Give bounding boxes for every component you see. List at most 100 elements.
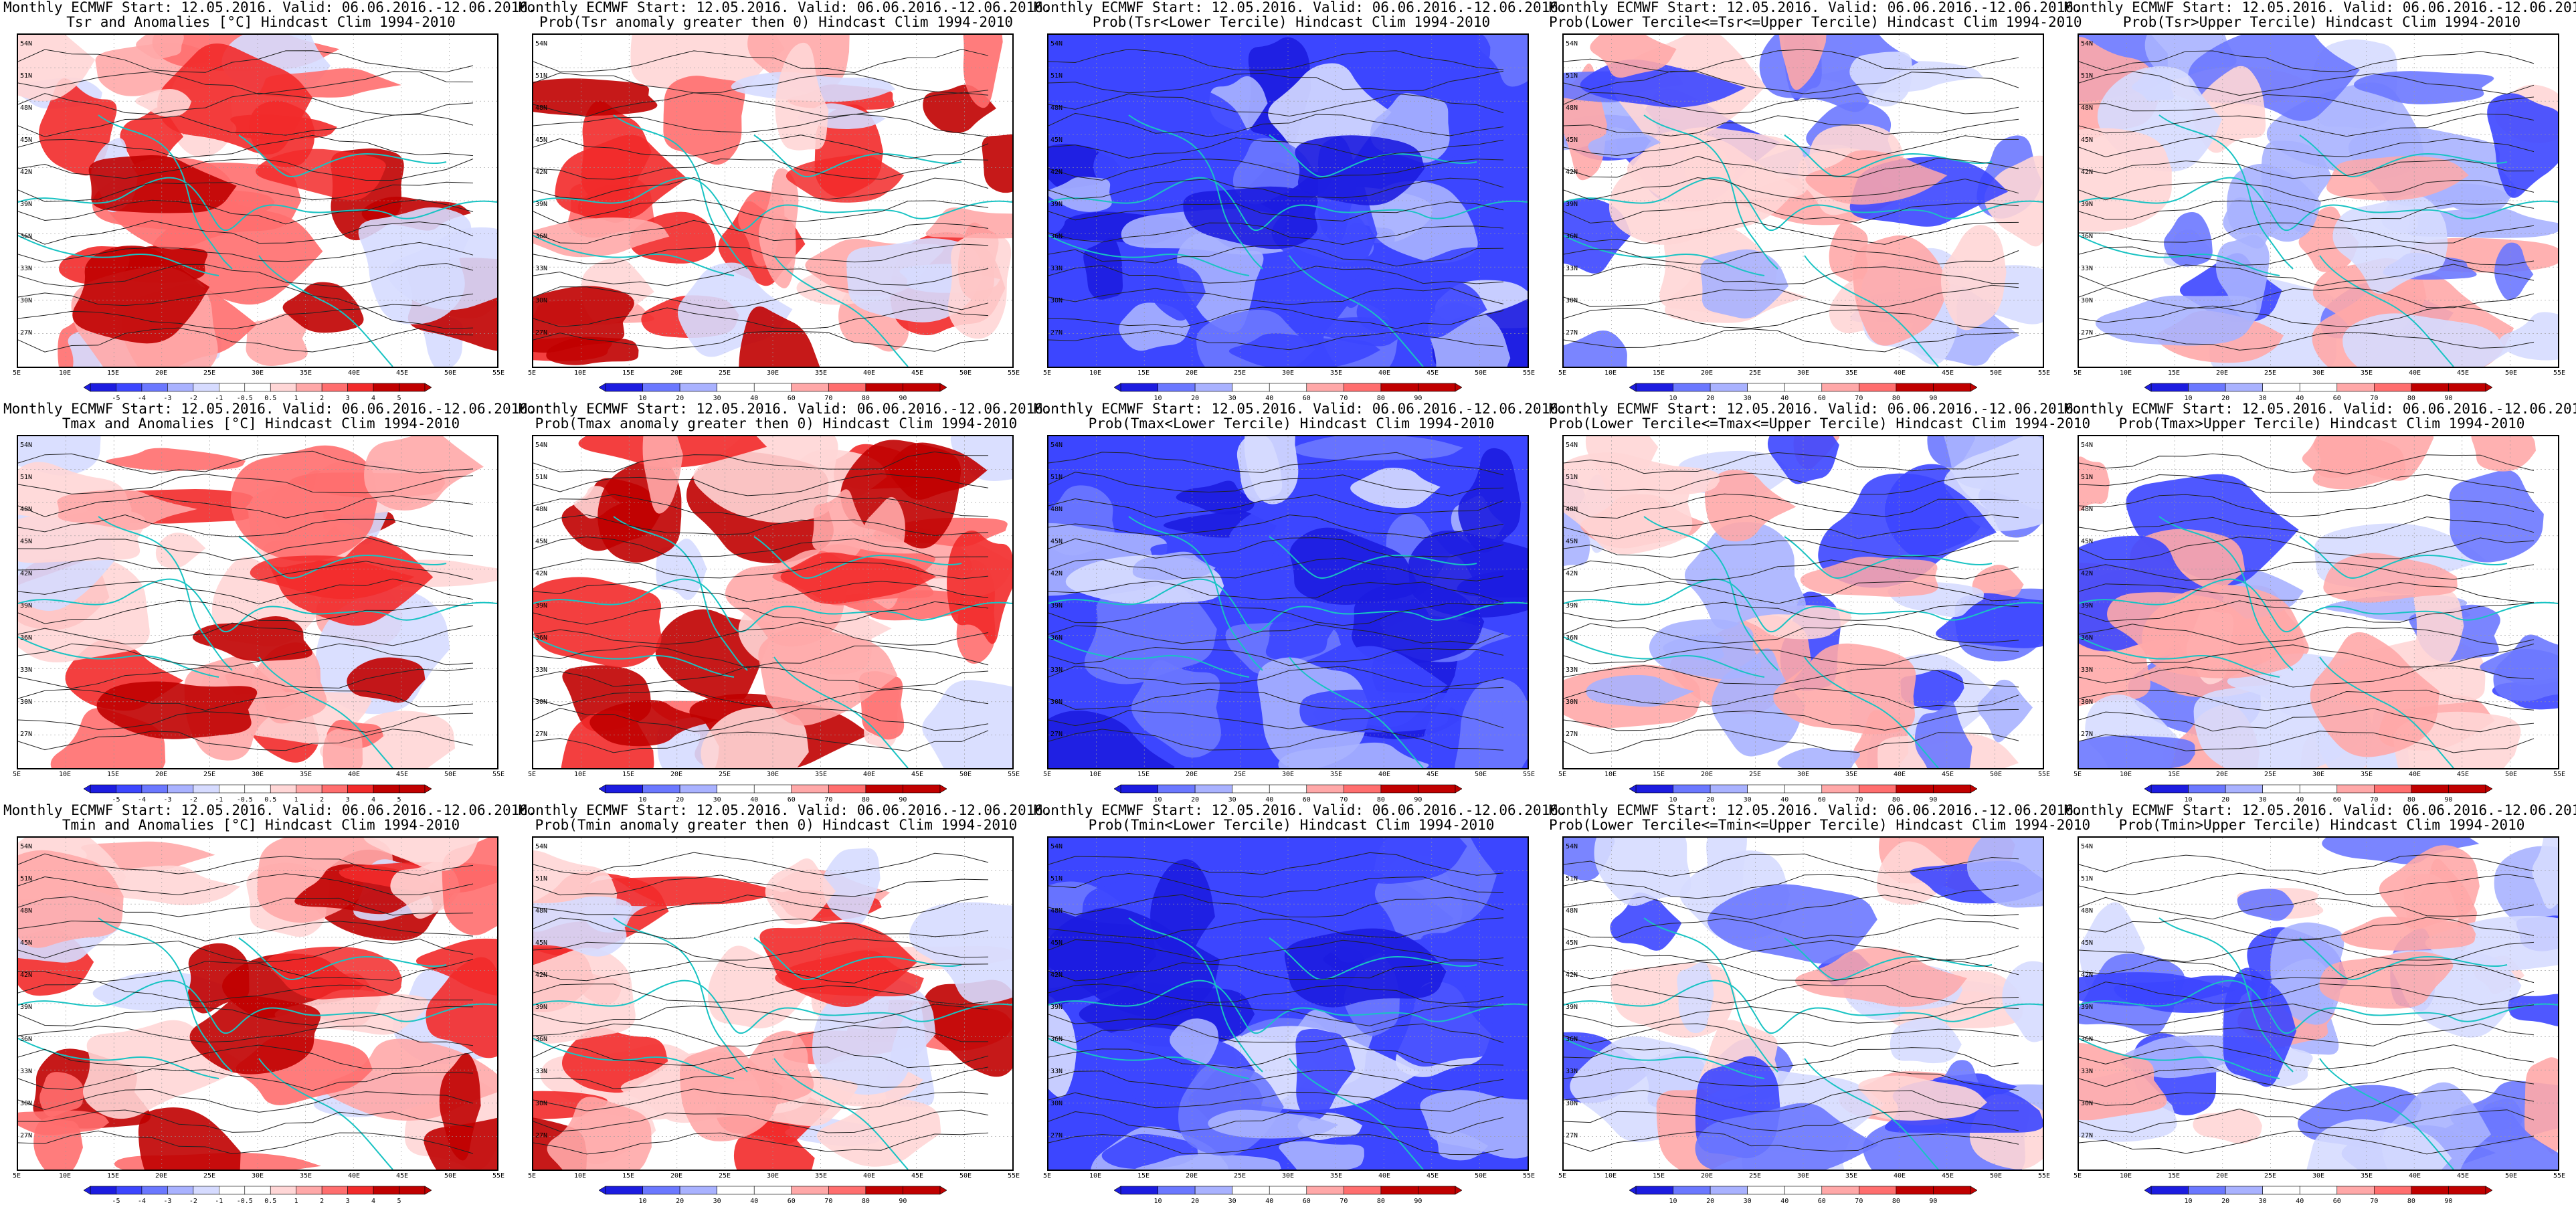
colorbar-label: 40 xyxy=(1265,1198,1274,1205)
panel-header: Monthly ECMWF Start: 12.05.2016. Valid: … xyxy=(2064,0,2576,15)
lat-tick-label: 54N xyxy=(535,843,548,850)
lon-tick-label: 45E xyxy=(1941,771,1954,778)
lon-tick-label: 30E xyxy=(766,1172,779,1180)
map-panel: Monthly ECMWF Start: 12.05.2016. Valid: … xyxy=(519,401,1052,804)
lon-tick-label: 25E xyxy=(203,771,216,778)
lat-tick-label: 27N xyxy=(2081,1132,2094,1139)
colorbar-label: 3 xyxy=(345,796,350,804)
lat-tick-label: 48N xyxy=(535,104,548,112)
lat-tick-label: 51N xyxy=(20,474,33,481)
lat-tick-label: 54N xyxy=(1050,442,1063,449)
colorbar xyxy=(1114,383,1462,392)
lat-tick-label: 54N xyxy=(535,40,548,48)
lat-tick-label: 27N xyxy=(20,329,33,337)
lon-tick-label: 30E xyxy=(766,369,779,377)
colorbar-label: 20 xyxy=(1706,796,1715,804)
panel-header: Monthly ECMWF Start: 12.05.2016. Valid: … xyxy=(1549,0,2082,15)
panel-subtitle: Prob(Lower Tercile<=Tmax<=Upper Tercile)… xyxy=(1549,415,2091,432)
map-area: 54N 51N 48N 45N 42N 39N 36N 33N 30N 27N xyxy=(17,33,498,368)
lon-tick-label: 40E xyxy=(2408,369,2421,377)
colorbar-label: 90 xyxy=(1929,395,1938,402)
lon-tick-label: 35E xyxy=(299,771,312,778)
lon-tick-label: 25E xyxy=(1233,369,1247,377)
lon-tick-label: 35E xyxy=(2360,1172,2373,1180)
lon-tick-label: 10E xyxy=(58,369,72,377)
panel-header: Monthly ECMWF Start: 12.05.2016. Valid: … xyxy=(519,802,1052,818)
colorbar-label: 60 xyxy=(1302,796,1311,804)
colorbar-label: -4 xyxy=(137,395,146,402)
lon-tick-label: 25E xyxy=(1748,1172,1762,1180)
lat-tick-label: 39N xyxy=(535,1004,548,1011)
panel-header: Monthly ECMWF Start: 12.05.2016. Valid: … xyxy=(2064,401,2576,417)
lat-tick-label: 51N xyxy=(535,72,548,80)
map-area: 54N 51N 48N 45N 42N 39N 36N 33N 30N 27N xyxy=(2078,33,2559,368)
colorbar-label: 5 xyxy=(397,1198,401,1205)
panel-subtitle: Prob(Tmin anomaly greater then 0) Hindca… xyxy=(535,817,1018,833)
lon-tick-label: 55E xyxy=(2037,1172,2051,1180)
lon-tick-label: 20E xyxy=(1700,369,1714,377)
lon-tick-label: 25E xyxy=(718,369,731,377)
lon-tick-label: 55E xyxy=(1522,369,1536,377)
lon-tick-label: 45E xyxy=(911,369,924,377)
colorbar-label: 10 xyxy=(638,395,647,402)
lon-tick-label: 50E xyxy=(959,1172,972,1180)
lon-tick-label: 10E xyxy=(58,1172,72,1180)
lon-tick-label: 25E xyxy=(2264,369,2277,377)
colorbar-label: 60 xyxy=(787,1198,796,1205)
lon-tick-label: 50E xyxy=(2504,1172,2518,1180)
lat-tick-label: 45N xyxy=(535,538,548,545)
colorbar-label: 1 xyxy=(294,395,298,402)
colorbar-label: 70 xyxy=(824,796,833,804)
lat-tick-label: 39N xyxy=(1050,1004,1063,1011)
lat-tick-label: 36N xyxy=(535,1036,548,1043)
colorbar-label: 20 xyxy=(1191,395,1200,402)
lon-tick-label: 45E xyxy=(911,771,924,778)
lat-tick-label: 48N xyxy=(2081,506,2094,513)
map-area: 54N 51N 48N 45N 42N 39N 36N 33N 30N 27N xyxy=(1047,836,1529,1171)
lat-tick-label: 42N xyxy=(1050,570,1063,577)
map-field xyxy=(2079,35,2558,367)
lat-tick-label: 27N xyxy=(20,731,33,738)
colorbar-label: 3 xyxy=(345,395,350,402)
colorbar-label: 90 xyxy=(1929,796,1938,804)
map-field xyxy=(18,838,497,1170)
lon-tick-label: 5E xyxy=(2073,1172,2082,1180)
lon-tick-label: 15E xyxy=(1652,1172,1665,1180)
colorbar-label: 40 xyxy=(1780,395,1789,402)
lat-tick-label: 33N xyxy=(20,666,33,674)
colorbar-label: 80 xyxy=(1892,395,1900,402)
lon-tick-label: 30E xyxy=(1281,1172,1295,1180)
colorbar-label: 10 xyxy=(1154,395,1162,402)
lat-tick-label: 39N xyxy=(1566,602,1578,610)
lat-tick-label: 54N xyxy=(1050,40,1063,48)
lon-tick-label: 15E xyxy=(1137,771,1150,778)
lat-tick-label: 45N xyxy=(1566,939,1578,947)
lon-tick-label: 20E xyxy=(2215,1172,2229,1180)
lon-tick-label: 5E xyxy=(1042,1172,1052,1180)
lon-tick-label: 45E xyxy=(395,771,409,778)
lon-tick-label: 30E xyxy=(251,1172,264,1180)
lat-tick-label: 51N xyxy=(20,875,33,883)
colorbar-label: 5 xyxy=(397,796,401,804)
colorbar-label: -1 xyxy=(215,395,223,402)
lat-tick-label: 30N xyxy=(1050,1100,1063,1107)
colorbar xyxy=(599,1186,947,1195)
colorbar-label: 80 xyxy=(861,1198,870,1205)
lat-tick-label: 48N xyxy=(535,907,548,915)
map-area: 54N 51N 48N 45N 42N 39N 36N 33N 30N 27N xyxy=(532,33,1014,368)
colorbar-label: 10 xyxy=(1669,1198,1677,1205)
lat-tick-label: 33N xyxy=(2081,265,2094,272)
lat-tick-label: 30N xyxy=(1050,699,1063,706)
lon-tick-label: 50E xyxy=(1989,1172,2003,1180)
colorbar-label: 10 xyxy=(1669,395,1677,402)
lon-tick-label: 10E xyxy=(1604,369,1617,377)
colorbar-label: 10 xyxy=(2184,1198,2193,1205)
lon-tick-label: 15E xyxy=(622,771,635,778)
map-panel: Monthly ECMWF Start: 12.05.2016. Valid: … xyxy=(1549,0,2082,402)
colorbar xyxy=(1629,1186,1977,1195)
lon-tick-label: 45E xyxy=(911,1172,924,1180)
lat-tick-label: 30N xyxy=(1566,297,1578,304)
lon-tick-label: 45E xyxy=(1426,771,1439,778)
panel-header: Monthly ECMWF Start: 12.05.2016. Valid: … xyxy=(3,0,537,15)
lon-tick-label: 20E xyxy=(1185,771,1198,778)
